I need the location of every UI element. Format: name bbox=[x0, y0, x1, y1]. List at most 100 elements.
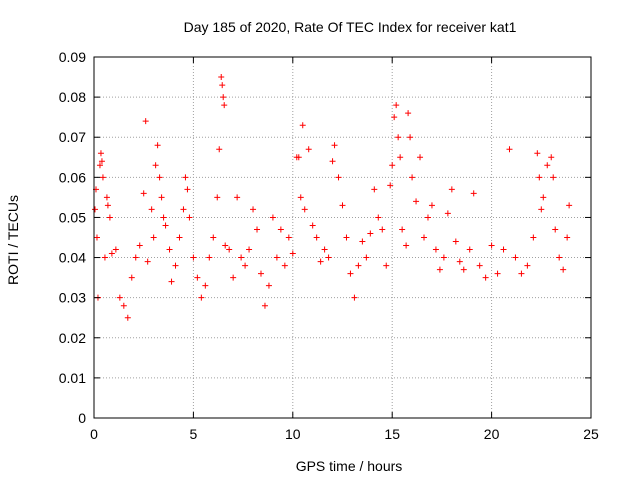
data-point-marker bbox=[234, 194, 241, 201]
data-point-marker bbox=[285, 234, 292, 241]
data-point-marker bbox=[428, 202, 435, 209]
data-point-marker bbox=[250, 206, 257, 213]
data-point-marker bbox=[254, 226, 261, 233]
axis-ticks: 0 0.01 0.02 0.03 0.04 0.05 0.06 0.07 0.08 0.09 0 5 1… bbox=[59, 49, 599, 442]
data-point-marker bbox=[152, 162, 159, 169]
data-point-marker bbox=[148, 206, 155, 213]
y-tick-label: 0.08 bbox=[59, 89, 86, 105]
data-point-marker bbox=[295, 154, 302, 161]
data-point-marker bbox=[101, 254, 108, 261]
data-point-marker bbox=[160, 214, 167, 221]
data-point-marker bbox=[530, 234, 537, 241]
data-point-marker bbox=[112, 246, 119, 253]
data-point-marker bbox=[144, 258, 151, 265]
data-point-marker bbox=[375, 214, 382, 221]
data-point-marker bbox=[132, 254, 139, 261]
data-point-marker bbox=[407, 134, 414, 141]
data-point-marker bbox=[136, 242, 143, 249]
data-point-marker bbox=[99, 174, 106, 181]
data-point-marker bbox=[265, 282, 272, 289]
data-point-marker bbox=[158, 194, 165, 201]
data-point-marker bbox=[305, 146, 312, 153]
data-point-marker bbox=[403, 242, 410, 249]
y-tick-label: 0.04 bbox=[59, 250, 86, 266]
data-point-marker bbox=[97, 150, 104, 157]
data-point-marker bbox=[242, 262, 249, 269]
data-point-marker bbox=[436, 266, 443, 273]
data-point-marker bbox=[246, 246, 253, 253]
data-point-marker bbox=[448, 186, 455, 193]
data-point-marker bbox=[387, 182, 394, 189]
data-point-marker bbox=[325, 254, 332, 261]
data-point-marker bbox=[219, 82, 226, 89]
data-point-marker bbox=[460, 266, 467, 273]
data-point-marker bbox=[257, 270, 264, 277]
data-point-marker bbox=[156, 174, 163, 181]
data-point-marker bbox=[218, 74, 225, 81]
data-point-marker bbox=[222, 242, 229, 249]
data-point-marker bbox=[488, 242, 495, 249]
data-point-marker bbox=[331, 142, 338, 149]
x-tick-label: 5 bbox=[190, 426, 198, 442]
y-tick-label: 0.03 bbox=[59, 290, 86, 306]
data-point-marker bbox=[413, 198, 420, 205]
data-point-marker bbox=[214, 194, 221, 201]
data-point-marker bbox=[566, 202, 573, 209]
data-point-marker bbox=[317, 258, 324, 265]
data-point-marker bbox=[552, 226, 559, 233]
data-point-marker bbox=[210, 234, 217, 241]
data-point-marker bbox=[301, 206, 308, 213]
data-point-marker bbox=[506, 146, 513, 153]
data-point-marker bbox=[371, 186, 378, 193]
data-point-marker bbox=[399, 226, 406, 233]
data-point-marker bbox=[482, 274, 489, 281]
data-point-marker bbox=[226, 246, 233, 253]
data-point-marker bbox=[198, 294, 205, 301]
data-point-marker bbox=[106, 214, 113, 221]
data-point-marker bbox=[466, 246, 473, 253]
data-point-marker bbox=[556, 254, 563, 261]
data-point-marker bbox=[500, 246, 507, 253]
x-tick-label: 15 bbox=[384, 426, 400, 442]
data-point-marker bbox=[440, 254, 447, 261]
data-point-marker bbox=[120, 302, 127, 309]
data-point-marker bbox=[176, 234, 183, 241]
x-tick-label: 10 bbox=[285, 426, 301, 442]
data-point-marker bbox=[351, 294, 358, 301]
data-point-marker bbox=[476, 262, 483, 269]
data-point-marker bbox=[363, 254, 370, 261]
data-point-marker bbox=[379, 226, 386, 233]
data-point-marker bbox=[98, 158, 105, 165]
data-point-marker bbox=[359, 238, 366, 245]
data-point-marker bbox=[389, 162, 396, 169]
data-point-marker bbox=[534, 150, 541, 157]
data-point-marker bbox=[432, 246, 439, 253]
data-point-marker bbox=[343, 234, 350, 241]
data-point-marker bbox=[335, 174, 342, 181]
data-point-marker bbox=[321, 246, 328, 253]
data-point-marker bbox=[281, 262, 288, 269]
data-point-marker bbox=[221, 102, 228, 109]
data-point-marker bbox=[544, 162, 551, 169]
data-point-marker bbox=[269, 214, 276, 221]
y-tick-label: 0.09 bbox=[59, 49, 86, 65]
data-point-marker bbox=[421, 234, 428, 241]
data-point-marker bbox=[190, 254, 197, 261]
x-tick-label: 20 bbox=[484, 426, 500, 442]
grid-lines bbox=[94, 57, 591, 418]
data-point-marker bbox=[216, 146, 223, 153]
data-point-marker bbox=[93, 234, 100, 241]
data-point-marker bbox=[150, 234, 157, 241]
data-point-marker bbox=[424, 214, 431, 221]
data-point-marker bbox=[536, 174, 543, 181]
data-point-marker bbox=[367, 230, 374, 237]
data-point-marker bbox=[494, 270, 501, 277]
data-point-marker bbox=[96, 162, 103, 169]
data-point-marker bbox=[339, 202, 346, 209]
data-point-marker bbox=[444, 210, 451, 217]
data-point-marker bbox=[297, 194, 304, 201]
data-point-marker bbox=[355, 262, 362, 269]
data-point-marker bbox=[128, 274, 135, 281]
data-point-marker bbox=[289, 250, 296, 257]
y-tick-label: 0.02 bbox=[59, 330, 86, 346]
